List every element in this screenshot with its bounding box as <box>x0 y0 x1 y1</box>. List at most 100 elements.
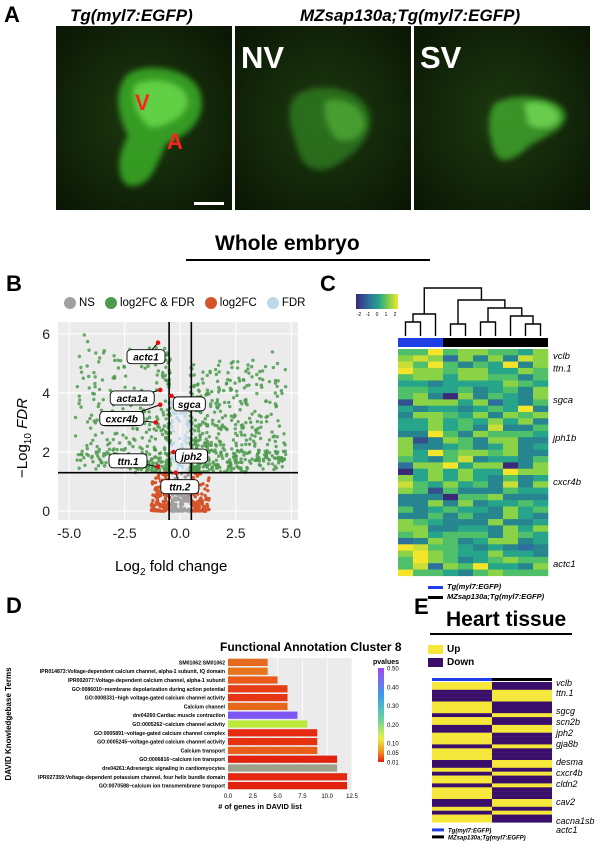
point-significant <box>231 396 236 400</box>
point-significant <box>155 373 159 377</box>
heatmap-cell <box>443 525 459 532</box>
heatmap-cell <box>533 563 549 570</box>
heatmap-e-gene-label: cacna1sb <box>556 816 595 826</box>
point-significant <box>221 446 225 450</box>
point-significant <box>250 457 254 461</box>
heatmap-cell <box>458 367 474 375</box>
heatmap-cell <box>488 519 504 526</box>
point-significant <box>116 366 121 370</box>
gene-label-box <box>109 390 155 406</box>
point-ns <box>193 495 197 499</box>
heatmap-cell <box>488 361 504 369</box>
heatmap-cell <box>443 506 459 514</box>
point-significant <box>249 364 254 369</box>
heatmap-e-cell <box>432 713 492 718</box>
heatmap-e-cell <box>432 682 492 687</box>
point-significant <box>131 437 136 441</box>
point-fdr <box>171 410 175 414</box>
point-ns <box>206 488 210 493</box>
colorbar <box>356 294 398 309</box>
point-significant <box>217 454 221 458</box>
point-significant <box>91 460 95 464</box>
heatmap-cell <box>503 361 519 369</box>
heatmap-cell <box>398 569 414 577</box>
heatmap-cell <box>533 412 549 419</box>
heatmap-cell <box>503 512 519 520</box>
whole-embryo-underline <box>186 259 430 261</box>
point-significant <box>165 378 169 383</box>
heatmap-cell <box>488 449 504 457</box>
point-ns <box>184 493 188 498</box>
gene-label-box <box>160 479 200 495</box>
heatmap-cell <box>428 519 444 526</box>
heatmap-cell <box>488 531 504 539</box>
point-significant <box>215 424 219 428</box>
heatmap-cell <box>413 386 429 394</box>
heatmap-cell <box>488 380 504 388</box>
heatmap-cell <box>503 405 519 413</box>
heatmap-cell <box>473 443 489 451</box>
point-significant <box>261 467 265 471</box>
point-significant <box>247 383 251 387</box>
heatmap-cell <box>413 544 429 551</box>
point-significant <box>217 370 221 374</box>
point-significant <box>255 391 259 396</box>
panel-a-title-control: Tg(myl7:EGFP) <box>70 6 193 25</box>
heatmap-cell <box>428 563 444 570</box>
point-significant <box>215 436 219 440</box>
heatmap-cell <box>398 405 414 413</box>
point-significant <box>135 426 139 431</box>
point-significant <box>76 453 81 457</box>
point-significant <box>192 384 196 389</box>
point-significant <box>92 370 96 375</box>
point-significant <box>156 424 160 429</box>
x-tick-label: 12.5 <box>346 794 358 800</box>
heatmap-cell <box>488 412 504 419</box>
point-significant <box>87 386 91 390</box>
heatmap-e-cell <box>432 701 492 706</box>
point-significant <box>270 350 275 354</box>
heatmap-cell <box>398 374 414 381</box>
dendrogram-branch <box>524 323 542 336</box>
point-ns <box>161 499 165 504</box>
point-significant <box>262 453 267 457</box>
point-significant <box>93 375 97 379</box>
point-fdr <box>183 414 187 418</box>
point-significant <box>265 442 270 447</box>
gene-point <box>173 470 179 476</box>
heatmap-cell <box>413 481 429 488</box>
point-ns <box>201 482 205 486</box>
point-significant <box>101 351 106 355</box>
point-significant <box>238 399 243 404</box>
heatmap-cell <box>428 475 444 482</box>
heatmap-cell <box>518 355 534 362</box>
point-significant <box>97 449 101 454</box>
point-significant <box>239 430 243 434</box>
point-significant <box>235 389 239 393</box>
point-significant <box>117 441 122 445</box>
point-significant <box>244 420 248 425</box>
heatmap-cell <box>503 380 519 388</box>
heatmap-cell <box>458 361 474 369</box>
volcano-ylabel-suffix: FDR <box>14 398 31 434</box>
heatmap-cell <box>473 556 489 564</box>
point-significant <box>224 454 229 458</box>
heatmap-e-cell <box>432 814 492 819</box>
heatmap-cell <box>458 569 474 577</box>
point-significant <box>272 467 276 472</box>
point-significant <box>258 369 262 374</box>
heatmap-cell <box>443 538 459 545</box>
heatmap-cell <box>428 386 444 394</box>
heatmap-cell <box>503 374 519 381</box>
heatmap-cell <box>488 506 504 514</box>
point-significant <box>210 421 215 426</box>
heatmap-cell <box>518 393 534 400</box>
heatmap-e-cell <box>492 740 552 745</box>
point-significant <box>260 369 265 373</box>
point-significant <box>237 466 241 470</box>
heatmap-e-gene-label: jph2 <box>555 728 573 738</box>
heatmap-gene-label: cxcr4b <box>553 477 581 488</box>
heatmap-cell <box>428 424 444 432</box>
heatmap-e-cell <box>492 705 552 710</box>
point-significant <box>85 339 90 344</box>
